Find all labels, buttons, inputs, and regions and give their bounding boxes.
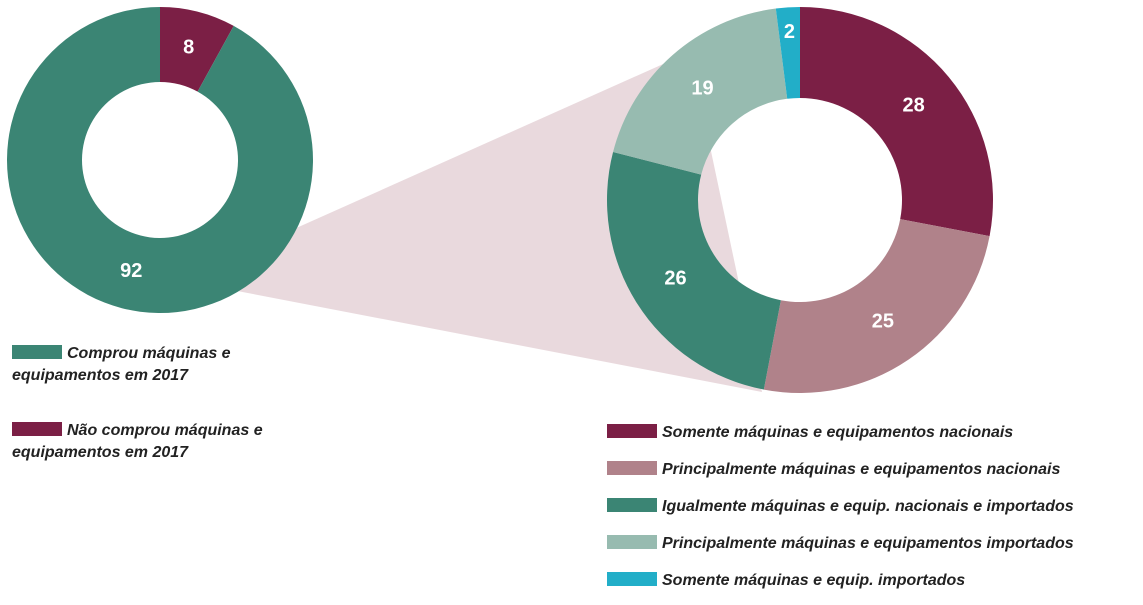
data-label: 28 (903, 94, 925, 116)
data-label: 25 (872, 310, 894, 332)
legend-item: Somente máquinas e equipamentos nacionai… (607, 422, 1143, 444)
data-label: 19 (691, 78, 713, 100)
connector (180, 52, 762, 392)
legend-swatch (607, 498, 657, 512)
legend-swatch (12, 422, 62, 436)
legend-item: Não comprou máquinas e equipamentos em 2… (12, 420, 272, 464)
data-label: 8 (183, 36, 194, 58)
donut-segment (763, 219, 990, 394)
legend-swatch (607, 572, 657, 586)
legend-label: Principalmente máquinas e equipamentos i… (662, 535, 1074, 552)
legend-label: Principalmente máquinas e equipamentos n… (662, 461, 1061, 478)
legend-item: Somente máquinas e equip. importados (607, 570, 1143, 592)
legend-label: Comprou máquinas e equipamentos em 2017 (12, 345, 231, 384)
legend-swatch (607, 424, 657, 438)
legend-swatch (607, 535, 657, 549)
donut-segment (775, 7, 800, 99)
legend-item: Principalmente máquinas e equipamentos n… (607, 459, 1143, 481)
legend-swatch (607, 461, 657, 475)
donut-segment (160, 7, 234, 92)
data-label: 2 (784, 21, 795, 43)
legend-label: Igualmente máquinas e equip. nacionais e… (662, 498, 1074, 515)
donut-segment (613, 8, 788, 175)
legend-item: Principalmente máquinas e equipamentos i… (607, 533, 1143, 555)
donut-segment (800, 7, 993, 237)
legend-swatch (12, 345, 62, 359)
legend-item: Igualmente máquinas e equip. nacionais e… (607, 496, 1143, 518)
legend-item: Comprou máquinas e equipamentos em 2017 (12, 343, 272, 387)
donut-segment (607, 152, 781, 390)
legend-label: Somente máquinas e equip. importados (662, 572, 966, 589)
legend-label: Não comprou máquinas e equipamentos em 2… (12, 422, 263, 461)
donut-segment (6, 7, 314, 313)
data-label: 92 (120, 260, 142, 282)
legend-label: Somente máquinas e equipamentos nacionai… (662, 424, 1014, 441)
data-label: 26 (664, 267, 686, 289)
